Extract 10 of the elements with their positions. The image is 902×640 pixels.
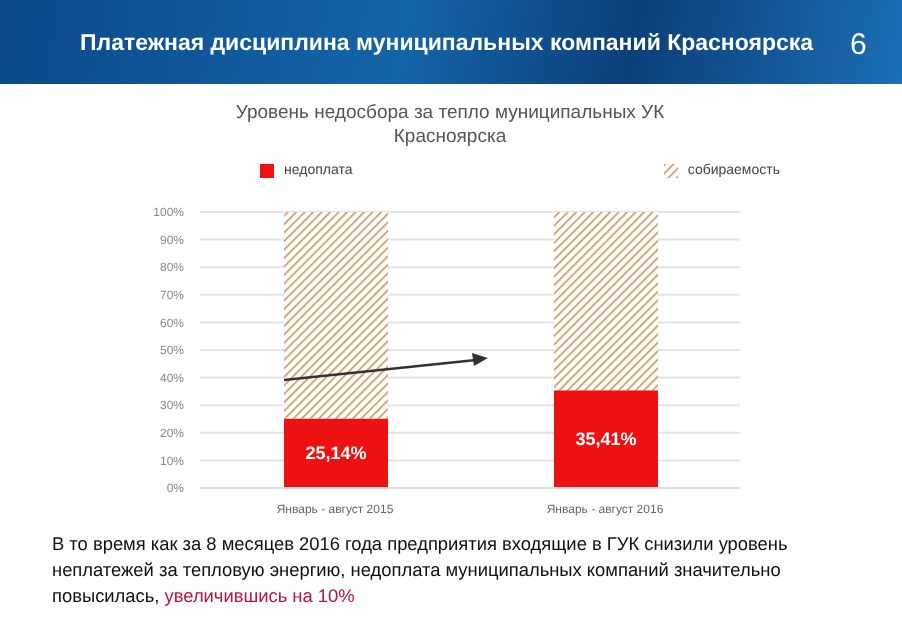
data-label: 25,14% <box>305 443 367 464</box>
chart-title: Уровень недосбора за тепло муниципальных УК Красноярска <box>233 102 667 150</box>
data-label: 35,41% <box>575 429 637 450</box>
text: увеличившись на 10% <box>164 586 355 606</box>
bar <box>554 212 658 391</box>
bar <box>554 390 658 488</box>
bar <box>284 418 388 488</box>
text: 6 <box>850 28 867 62</box>
chart-subtitle: Платежная дисциплина муниципальных компаний Красноярска <box>80 32 814 56</box>
bar <box>284 212 388 419</box>
